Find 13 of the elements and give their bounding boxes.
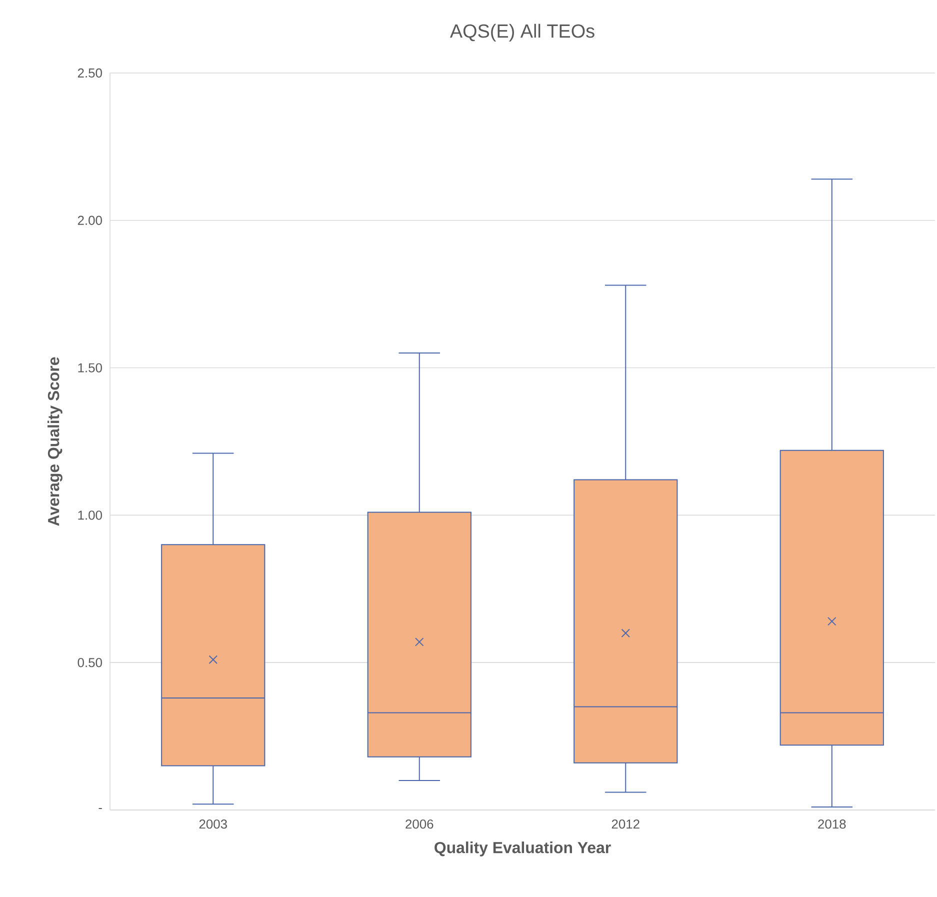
y-tick-label: 1.00 [78,510,102,520]
y-tick-label: 2.50 [78,68,102,78]
x-tick-label: 2003 [199,820,227,829]
chart-title: AQS(E) All TEOs [450,24,594,42]
y-tick-label: 1.50 [78,363,102,372]
x-axis-title: Quality Evaluation Year [434,842,611,856]
x-tick-label: 2012 [612,820,640,829]
x-tick-label: 2006 [406,820,434,829]
y-tick-label: 2.00 [78,216,102,225]
x-tick-label: 2018 [818,820,846,829]
y-axis-title: Average Quality Score [48,357,62,526]
y-tick-label: - [98,808,102,810]
y-tick-label: 0.50 [78,658,102,668]
